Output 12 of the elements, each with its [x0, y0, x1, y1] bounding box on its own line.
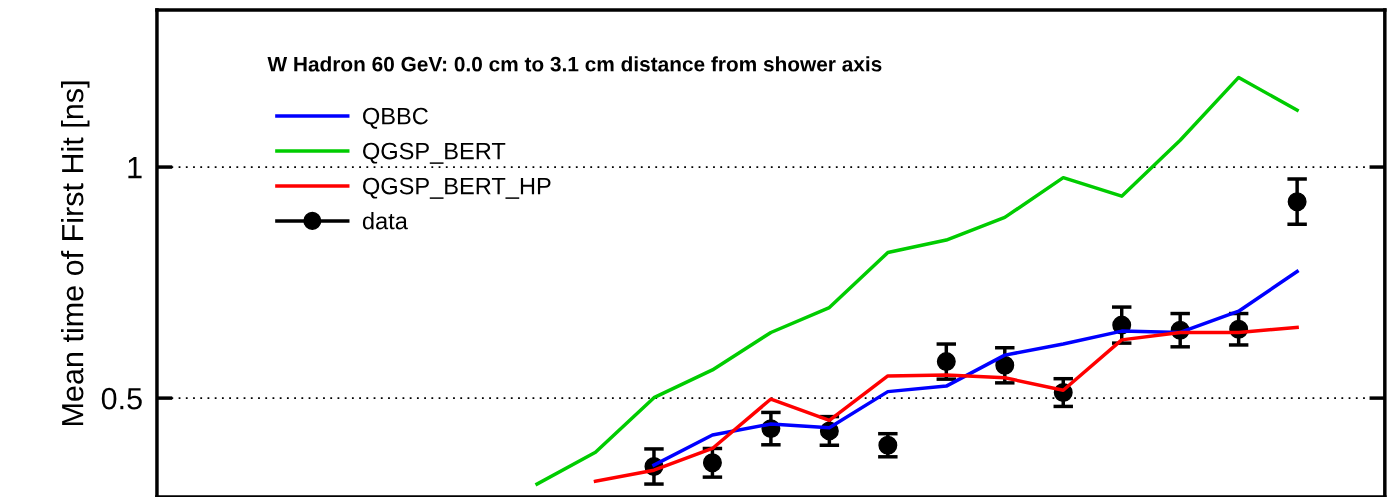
point [995, 355, 1015, 375]
legend-label: QGSP_BERT [363, 142, 506, 164]
legend-label: data [362, 212, 408, 230]
legend-label: QBBC [363, 107, 428, 129]
y-tick-label: 0.5 [101, 387, 142, 410]
legend-label: QGSP_BERT_HP [363, 177, 551, 199]
point [702, 453, 722, 473]
text: W Hadron 60 GeV: 0.0 cm to 3.1 cm distance from shower axis [267, 56, 882, 72]
y-tick-label: 1 [128, 157, 142, 179]
y-axis-title: Mean time of First Hit [ns] [61, 81, 90, 425]
point [936, 352, 956, 372]
point [1287, 192, 1307, 212]
